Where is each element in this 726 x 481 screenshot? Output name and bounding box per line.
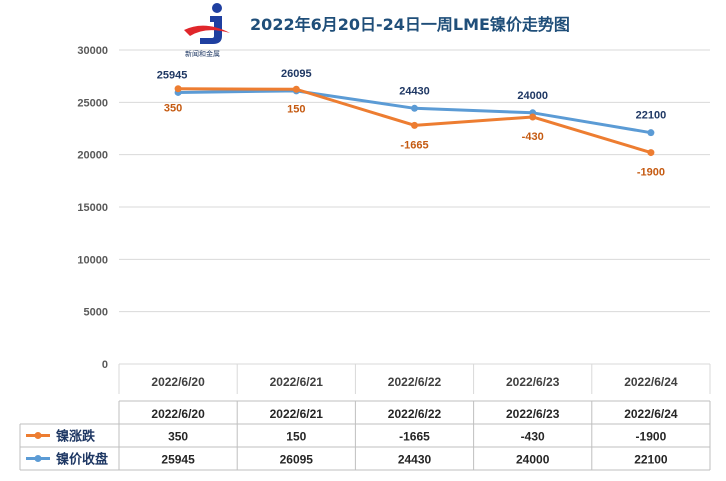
- table-header-cell: 2022/6/21: [270, 407, 324, 421]
- data-point: [647, 149, 655, 157]
- table-cell: 25945: [161, 453, 195, 467]
- chart-title: 2022年6月20日-24日一周LME镍价走势图: [250, 15, 570, 34]
- logo-red-swoosh: [184, 25, 230, 36]
- series-lines: [174, 85, 655, 157]
- table-cell: -1900: [636, 430, 667, 444]
- data-label-close: 24000: [517, 90, 548, 102]
- table-header-cell: 2022/6/22: [388, 407, 442, 421]
- logo-text: 新闻和金属: [185, 49, 220, 58]
- x-tick-label: 2022/6/23: [506, 375, 560, 389]
- data-label-close: 26095: [281, 68, 312, 80]
- x-tick-label: 2022/6/24: [624, 375, 678, 389]
- table-cell: 150: [286, 430, 306, 444]
- table-cell: 350: [168, 430, 188, 444]
- data-label-close: 25945: [157, 69, 188, 81]
- data-label-close: 22100: [636, 110, 667, 122]
- brand-logo: 新闻和金属: [184, 3, 230, 58]
- y-tick-label: 10000: [77, 254, 108, 266]
- data-point: [529, 113, 537, 121]
- y-tick-label: 25000: [77, 97, 108, 109]
- logo-dot: [212, 3, 222, 13]
- data-label-change: 150: [287, 103, 305, 115]
- data-label-change: 350: [164, 103, 182, 115]
- table-cell: -430: [521, 430, 545, 444]
- data-point: [411, 121, 418, 129]
- table-cell: 26095: [280, 453, 314, 467]
- logo-j-shape: [200, 16, 222, 44]
- table-cell: 22100: [634, 453, 668, 467]
- data-label-change: -430: [522, 131, 544, 143]
- y-tick-label: 30000: [77, 45, 108, 57]
- x-tick-label: 2022/6/22: [388, 375, 442, 389]
- data-label-change: -1900: [637, 167, 665, 179]
- data-label-close: 24430: [399, 85, 430, 97]
- y-tick-label: 20000: [77, 150, 108, 162]
- gridlines: [118, 49, 711, 394]
- legend-key-marker: [34, 455, 42, 462]
- y-axis-ticks: 0 5000 10000 15000 20000 25000 30000: [77, 45, 108, 371]
- table-cell: -1665: [399, 430, 430, 444]
- table-header-cell: 2022/6/20: [151, 407, 205, 421]
- table-cell: 24000: [516, 453, 550, 467]
- table-cell: 24430: [398, 453, 432, 467]
- data-point: [292, 85, 300, 93]
- y-tick-label: 0: [102, 359, 108, 371]
- y-tick-label: 15000: [77, 202, 108, 214]
- data-point: [411, 104, 418, 112]
- table-row-name: 镍价收盘: [56, 452, 108, 468]
- x-tick-label: 2022/6/20: [151, 375, 205, 389]
- legend-key-marker: [34, 432, 42, 439]
- data-table: 2022/6/20 2022/6/21 2022/6/22 2022/6/23 2022…: [19, 400, 711, 471]
- table-header-cell: 2022/6/24: [624, 407, 678, 421]
- table-row-name: 镍涨跌: [56, 429, 96, 445]
- data-point: [174, 85, 182, 93]
- table-header-cell: 2022/6/23: [506, 407, 560, 421]
- data-label-change: -1665: [400, 139, 428, 151]
- x-tick-label: 2022/6/21: [270, 375, 324, 389]
- y-tick-label: 5000: [84, 307, 108, 319]
- x-axis-ticks: 2022/6/20 2022/6/21 2022/6/22 2022/6/23 2022…: [151, 375, 678, 389]
- data-point: [647, 129, 655, 137]
- data-labels: 25945 26095 24430 24000 22100 350 150 -1665 -430…: [157, 68, 666, 179]
